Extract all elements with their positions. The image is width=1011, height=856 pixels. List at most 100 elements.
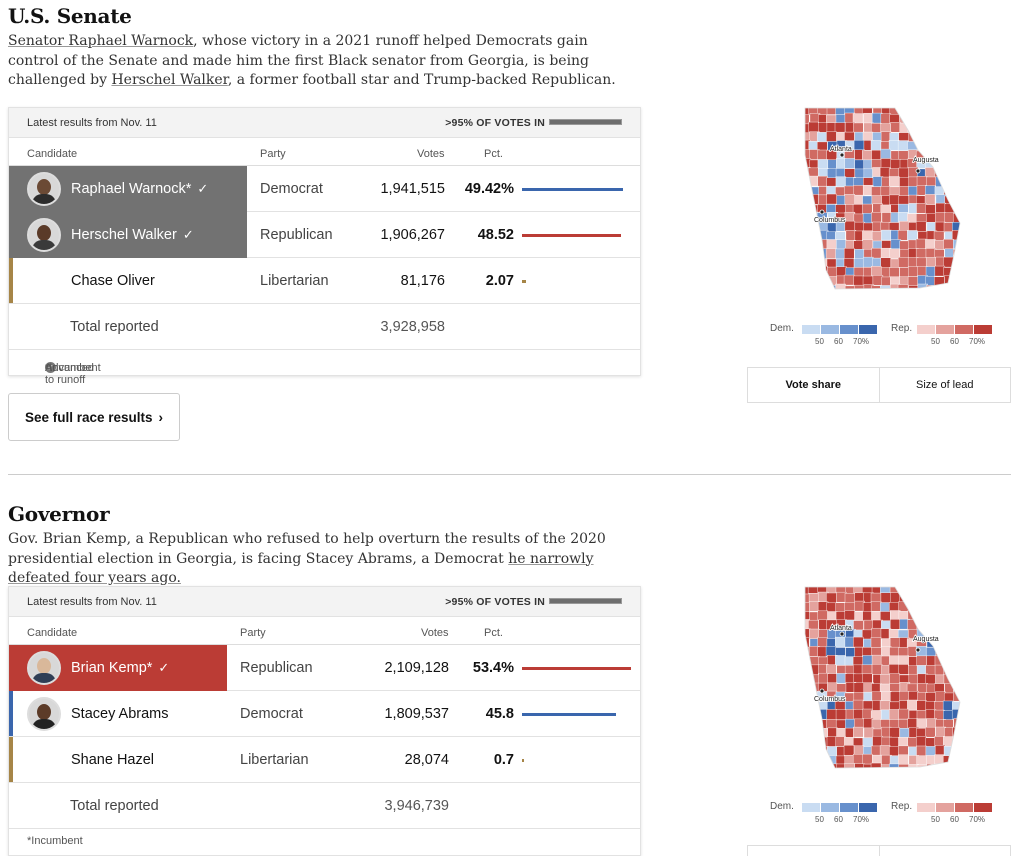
county-shape <box>863 284 875 289</box>
county-shape <box>963 727 965 737</box>
see-full-results-button[interactable]: See full race results › <box>8 393 180 441</box>
county-shape <box>871 123 882 134</box>
tab-size-of-lead[interactable]: Size of lead <box>916 379 974 391</box>
legend-swatch <box>821 325 839 334</box>
county-shape <box>953 646 960 657</box>
county-shape <box>962 648 965 658</box>
county-shape <box>807 587 819 594</box>
county-shape <box>826 592 837 604</box>
county-shape <box>817 149 828 161</box>
county-shape <box>943 664 954 676</box>
county-shape <box>809 718 821 730</box>
county-shape <box>899 728 911 739</box>
county-shape <box>890 691 901 703</box>
results-header-bar: Latest results from Nov. 11 >95% OF VOTE… <box>9 587 640 617</box>
county-shape <box>916 655 927 667</box>
county-shape <box>963 593 965 603</box>
story-link[interactable]: Herschel Walker <box>111 72 228 88</box>
candidate-name: Stacey Abrams <box>71 706 169 722</box>
county-shape <box>962 178 965 188</box>
tab-vote-share[interactable]: Vote share <box>748 368 880 402</box>
candidate-photo <box>27 697 61 731</box>
legend-swatch <box>955 325 973 334</box>
county-shape <box>889 587 901 594</box>
tab-vote-share[interactable] <box>748 846 880 856</box>
county-shape <box>890 619 901 630</box>
county-shape <box>925 257 937 268</box>
city-marker <box>839 152 845 158</box>
state-outline <box>804 107 961 290</box>
column-headers: Candidate Party Votes Pct. <box>9 138 640 166</box>
governor-title: Governor <box>8 502 110 526</box>
county-shape <box>907 718 918 729</box>
advanced-note: Advanced to runoff <box>45 362 94 386</box>
county-shape <box>917 602 928 614</box>
county-shape <box>862 230 873 241</box>
county-shape <box>834 122 846 133</box>
legend-dem-label: Dem. <box>770 801 794 812</box>
county-shape <box>916 745 927 757</box>
county-shape <box>805 727 810 739</box>
city-label: Augusta <box>913 636 939 643</box>
county-shape <box>952 674 960 685</box>
county-shape <box>861 203 873 215</box>
county-shape <box>962 674 965 684</box>
county-shape <box>944 203 956 215</box>
county-shape <box>844 773 854 774</box>
county-shape <box>834 636 846 648</box>
county-shape <box>962 772 965 774</box>
votes-header: Votes <box>421 627 449 639</box>
county-shape <box>845 294 855 295</box>
county-shape <box>953 611 960 622</box>
candidate-name: Herschel Walker <box>71 227 177 243</box>
senate-title: U.S. Senate <box>8 4 132 28</box>
candidate-votes: 2,109,128 <box>384 660 449 676</box>
county-shape <box>843 745 855 756</box>
county-shape <box>826 193 837 205</box>
story-link[interactable]: Senator Raphael Warnock <box>8 33 194 49</box>
county-shape <box>952 656 960 668</box>
county-shape <box>943 763 955 768</box>
county-shape <box>871 112 883 124</box>
story-link[interactable]: he narrowly defeated four years ago. <box>8 550 594 587</box>
total-label: Total reported <box>70 319 159 335</box>
checkmark-icon: ✓ <box>158 660 170 675</box>
senate-county-map: Atlanta Augusta Columbus <box>800 105 965 295</box>
pct-header: Pct. <box>484 148 503 160</box>
county-shape <box>871 149 882 161</box>
county-shape <box>962 223 965 233</box>
county-shape <box>934 140 946 151</box>
county-shape <box>943 593 955 604</box>
senate-section: U.S. Senate Senator Raphael Warnock, who… <box>8 4 1011 91</box>
county-shape <box>953 601 960 613</box>
candidate-row: Brian Kemp* ✓ Republican 2,109,128 53.4% <box>9 645 640 691</box>
city-marker <box>819 209 825 215</box>
county-shape <box>906 114 918 125</box>
city-marker <box>915 168 921 174</box>
county-shape <box>835 602 846 613</box>
county-shape <box>817 276 829 287</box>
tab-size-of-lead[interactable] <box>880 846 1011 856</box>
county-shape <box>897 140 909 151</box>
county-shape <box>816 132 828 143</box>
county-shape <box>817 728 828 739</box>
legend-tick: 60 <box>834 337 843 346</box>
legend-swatch <box>859 325 877 334</box>
votes-in-label: >95% OF VOTES IN <box>445 117 545 129</box>
incumbent-note: *Incumbent <box>45 362 101 374</box>
county-shape <box>827 763 838 768</box>
county-shape <box>835 176 847 187</box>
county-shape <box>817 610 828 622</box>
county-shape <box>889 673 900 684</box>
county-shape <box>962 710 965 720</box>
county-shape <box>916 587 928 595</box>
county-shape <box>889 727 900 738</box>
county-shape <box>917 141 928 152</box>
county-shape <box>943 176 955 187</box>
county-shape <box>943 746 955 757</box>
county-shape <box>808 773 818 774</box>
county-shape <box>805 212 811 223</box>
county-shape <box>918 293 928 295</box>
county-shape <box>963 230 965 240</box>
county-shape <box>844 763 855 768</box>
